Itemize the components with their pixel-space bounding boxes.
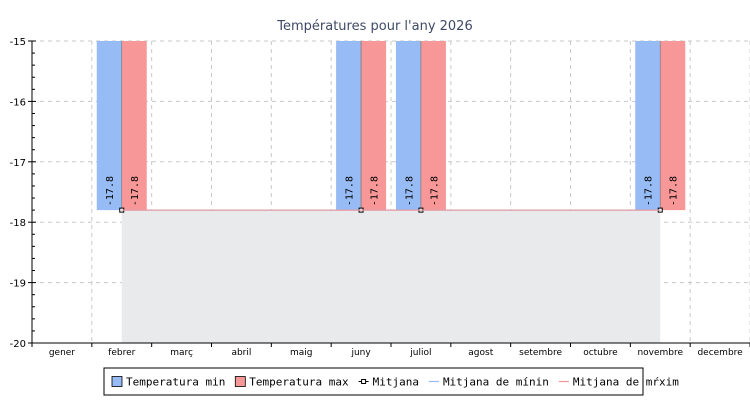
legend-mitjana-de-mŕxim-label: Mitjana de mŕxim — [573, 376, 679, 389]
x-tick-label: juny — [350, 348, 371, 358]
x-tick-label: novembre — [637, 348, 683, 358]
bar-temperatura-min — [635, 41, 661, 211]
data-label: -17.8 — [404, 176, 415, 206]
data-label: -17.8 — [345, 176, 356, 206]
legend-mitjana-label: Mitjana — [373, 376, 419, 389]
bar-temperatura-max — [361, 41, 387, 211]
x-tick-label: setembre — [519, 348, 562, 358]
bar-temperatura-min — [336, 41, 362, 211]
x-tick-label: agost — [468, 348, 493, 358]
legend-box — [103, 367, 644, 396]
x-tick-label: decembre — [697, 348, 743, 358]
bar-temperatura-max — [660, 41, 686, 211]
data-label: -17.8 — [644, 176, 655, 206]
data-label: -17.8 — [429, 176, 440, 206]
x-tick-label: febrer — [108, 348, 135, 358]
y-tick-label: -17 — [10, 158, 26, 169]
bars — [96, 41, 686, 211]
y-tick-label: -19 — [10, 279, 26, 290]
bar-temperatura-min — [395, 41, 421, 211]
y-tick-label: -16 — [10, 97, 26, 108]
data-label: -17.8 — [669, 176, 680, 206]
chart-title: Températures pour l'any 2026 — [276, 19, 472, 34]
y-tick-label: -18 — [10, 218, 26, 229]
y-tick-label: -20 — [10, 339, 26, 350]
data-label: -17.8 — [105, 176, 116, 206]
legend-temperatura-min-swatch — [111, 376, 123, 387]
x-tick-label: març — [170, 348, 193, 358]
axes: -15 -16 -17 -18 -19 -20 gener febrer març abril ma… — [10, 37, 750, 358]
legend-temperatura-max-swatch — [234, 376, 246, 387]
average-lines — [119, 207, 663, 213]
legend-temperatura-max-label: Temperatura max — [249, 376, 349, 389]
legend-temperatura-min-label: Temperatura min — [126, 376, 225, 389]
bar-temperatura-max — [420, 41, 446, 211]
data-labels: -17.8 -17.8 -17.8 -17.8 -17.8 -17.8 -17.8 -17.8 — [105, 176, 680, 206]
data-label: -17.8 — [370, 176, 381, 206]
x-tick-label: octubre — [583, 348, 618, 358]
x-tick-label: maig — [290, 348, 313, 358]
y-tick-label: -15 — [10, 37, 26, 48]
x-tick-label: gener — [49, 348, 75, 358]
bar-temperatura-max — [121, 41, 147, 211]
x-tick-label: abril — [231, 348, 251, 358]
average-range-band — [121, 210, 661, 343]
legend-mitjana-de-mínin-label: Mitjana de mínin — [443, 376, 549, 389]
legend: Temperatura min Temperatura max Mitjana Mit… — [103, 367, 679, 396]
legend-mitjana-marker — [361, 379, 367, 384]
average-range-fill — [121, 210, 661, 343]
data-label: -17.8 — [130, 176, 141, 206]
bar-temperatura-min — [96, 41, 122, 211]
x-tick-label: juliol — [409, 348, 431, 358]
